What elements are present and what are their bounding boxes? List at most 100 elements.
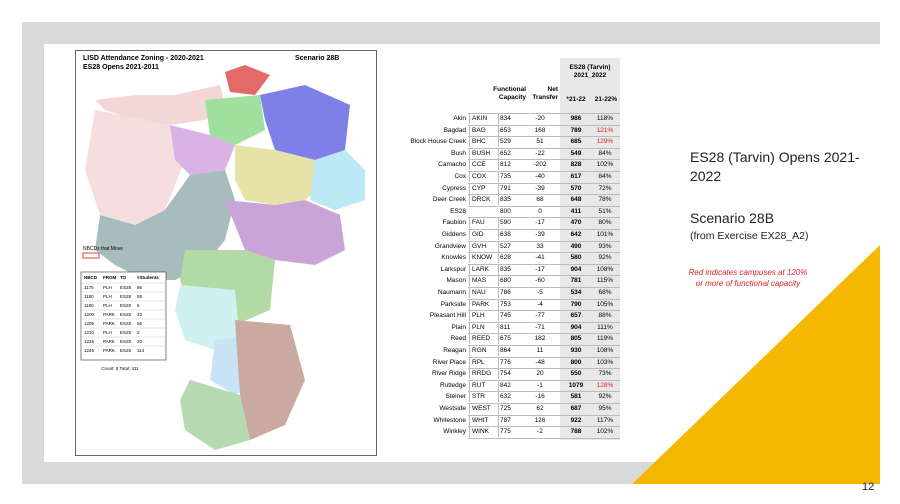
school-code: BHC xyxy=(469,136,499,148)
capacity: 775 xyxy=(500,428,511,436)
pct: 118% xyxy=(596,115,614,122)
row-rule xyxy=(468,252,620,254)
zone xyxy=(225,200,345,265)
enrollment: 685 xyxy=(570,138,582,146)
capacity-table: Functional Capacity Net Transfer ES28 (Tar… xyxy=(396,58,628,440)
moves-header: NBCD xyxy=(84,275,98,280)
enrollment: 986 xyxy=(570,115,582,122)
pct: 103% xyxy=(596,358,614,366)
capacity: 735 xyxy=(500,173,511,180)
net-transfer: -5 xyxy=(537,289,543,296)
school-name: Block House Creek xyxy=(410,138,466,146)
school-code: AKIN xyxy=(469,113,499,124)
school-code: KNOW xyxy=(469,252,499,264)
row-rule xyxy=(468,414,620,416)
map: LISD Attendance Zoning - 2020-2021 ES28 … xyxy=(75,50,377,456)
net-transfer: -20 xyxy=(535,115,545,122)
school-name: Winkley xyxy=(443,428,466,436)
pct: 51% xyxy=(598,207,612,215)
net-transfer: 62 xyxy=(536,405,544,412)
school-name: Plain xyxy=(451,323,466,331)
row-rule xyxy=(468,182,620,184)
school-name: Bush xyxy=(451,149,466,157)
pct: 108% xyxy=(596,347,614,354)
enrollment: 904 xyxy=(570,323,582,331)
pct: 117% xyxy=(596,416,614,424)
side-heading: ES28 (Tarvin) Opens 2021-2022 xyxy=(690,149,860,184)
capacity: 791 xyxy=(500,184,511,192)
moves-cell: ES28 xyxy=(120,339,132,344)
map-scenario: Scenario 28B xyxy=(295,55,339,62)
school-code: MAS xyxy=(469,275,499,287)
net-transfer: 20 xyxy=(536,370,544,378)
capacity: 753 xyxy=(500,300,511,308)
school-name: Larkspur xyxy=(440,265,466,273)
moves-cell: 114 xyxy=(137,348,145,353)
header-capacity: Functional Capacity xyxy=(493,86,526,101)
side-note: Red indicates campuses at 120% or more o… xyxy=(688,268,808,288)
capacity: 529 xyxy=(500,138,511,146)
moves-cell: PARK xyxy=(103,321,115,326)
side-scenario: Scenario 28B xyxy=(690,210,775,226)
school-name: Deer Creek xyxy=(432,196,466,204)
moves-cell: 6 xyxy=(137,303,140,308)
row-rule xyxy=(468,403,620,404)
table-bottom xyxy=(468,437,620,439)
row-rule xyxy=(468,240,620,242)
school-name: Whitestone xyxy=(433,416,466,424)
net-transfer: 182 xyxy=(534,335,546,343)
pct: 93% xyxy=(598,242,612,250)
moves-header: #Students xyxy=(137,275,159,280)
school-name: Cypress xyxy=(442,184,466,192)
pct: 80% xyxy=(598,219,612,227)
net-transfer: -16 xyxy=(535,393,545,401)
enrollment: 1079 xyxy=(568,381,584,389)
school-code: BUSH xyxy=(469,147,499,159)
pct: 84% xyxy=(598,173,612,180)
school-name: Naumann xyxy=(437,289,466,296)
school-name: Bagdad xyxy=(443,126,466,134)
school-name: Giddens xyxy=(441,231,466,238)
moves-cell: 1245 xyxy=(84,348,95,353)
school-name: Reed xyxy=(450,335,466,343)
enrollment: 617 xyxy=(570,173,582,180)
school-name: Camacho xyxy=(438,161,466,169)
school-name: Knowles xyxy=(441,254,466,262)
capacity: 842 xyxy=(500,381,511,389)
school-code: RGN xyxy=(469,345,499,356)
school-code: FAU xyxy=(469,217,499,229)
zone xyxy=(180,380,250,450)
school-code: STR xyxy=(469,391,499,403)
school-code: COX xyxy=(469,171,499,182)
net-transfer: 11 xyxy=(536,347,544,354)
pct: 105% xyxy=(596,300,614,308)
school-code: GVH xyxy=(469,240,499,252)
moves-cell: 1200 xyxy=(84,312,95,317)
capacity: 680 xyxy=(500,277,511,285)
zone xyxy=(85,110,185,225)
school-code: NAU xyxy=(469,287,499,298)
row-rule xyxy=(468,287,620,288)
pct: 92% xyxy=(598,254,612,262)
net-transfer: 33 xyxy=(536,242,544,250)
enrollment: 570 xyxy=(570,184,582,192)
capacity: 590 xyxy=(500,219,511,227)
moves-cell: 95 xyxy=(137,294,143,299)
moves-cell: PLH xyxy=(103,285,112,290)
net-transfer: 126 xyxy=(534,416,546,424)
enrollment: 642 xyxy=(570,231,582,238)
capacity: 834 xyxy=(500,115,511,122)
enrollment: 789 xyxy=(570,126,582,134)
moves-cell: 86 xyxy=(137,285,143,290)
pct: 95% xyxy=(598,405,612,412)
row-rule xyxy=(468,159,620,161)
enrollment: 648 xyxy=(570,196,582,204)
pct: 111% xyxy=(597,323,613,331)
school-name: Rutledge xyxy=(439,381,466,389)
net-transfer: -1 xyxy=(537,381,543,389)
pct: 92% xyxy=(598,393,612,401)
capacity: 811 xyxy=(500,323,511,331)
row-rule xyxy=(468,298,620,300)
legend-swatch xyxy=(82,252,100,259)
